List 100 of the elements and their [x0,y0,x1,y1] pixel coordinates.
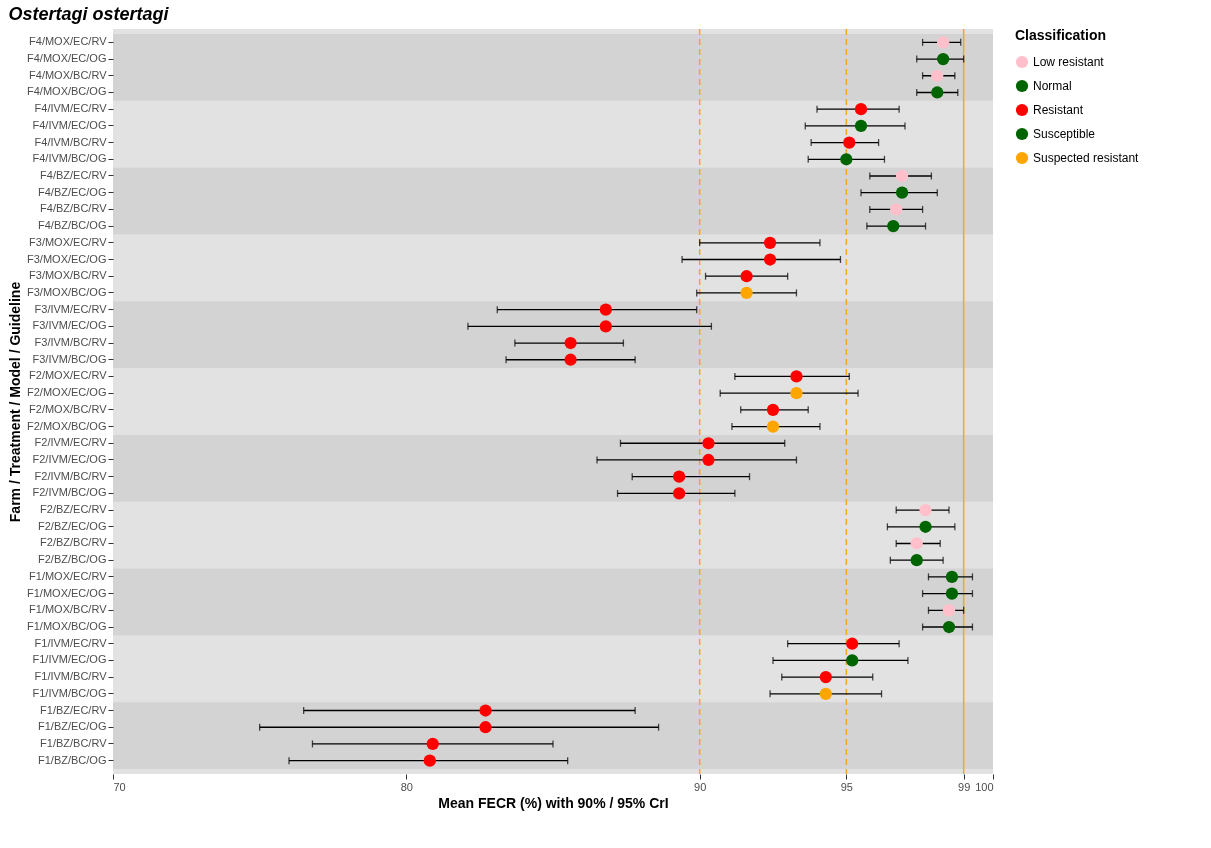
y-tick-label: F3/IVM/BC/RV [34,336,108,349]
point [763,236,777,249]
point [895,186,909,199]
y-tick-label: F1/BZ/EC/OG [38,720,107,733]
x-tick-label: 80 [400,780,413,793]
y-tick-label: F4/IVM/EC/RV [34,102,108,115]
point [740,286,753,300]
y-tick-label: F1/MOX/EC/OG [27,586,107,599]
legend-label: Resistant [1033,103,1084,117]
point [937,36,950,49]
y-tick-label: F2/MOX/BC/OG [27,419,107,432]
point [846,654,859,667]
y-tick-label: F3/MOX/BC/RV [29,269,108,282]
point [910,554,923,567]
point [790,370,803,383]
y-tick-label: F2/IVM/BC/RV [34,469,108,482]
y-tick-label: F4/BZ/BC/OG [38,219,107,232]
point [846,637,859,650]
point [945,587,959,600]
y-tick-label: F4/MOX/BC/OG [27,85,107,98]
y-tick-label: F3/MOX/BC/OG [27,285,107,298]
y-tick-label: F4/MOX/EC/OG [27,52,107,65]
y-tick-label: F1/BZ/BC/OG [38,753,107,766]
legend-title: Classification [1015,27,1107,43]
y-tick-label: F1/IVM/EC/OG [32,653,107,666]
point [895,169,909,183]
x-tick-label: 90 [694,780,707,793]
y-tick-label: F4/IVM/BC/OG [32,152,107,165]
point [910,537,923,550]
y-tick-label: F4/BZ/EC/RV [40,169,108,181]
y-tick-label: F1/MOX/EC/RV [29,569,108,582]
y-tick-label: F1/BZ/BC/RV [40,736,108,749]
y-tick-label: F1/MOX/BC/OG [27,620,107,632]
point [890,203,903,216]
point [479,704,492,717]
point [763,253,777,266]
y-tick-label: F4/BZ/EC/OG [38,185,107,198]
y-tick-label: F3/MOX/EC/OG [27,252,107,265]
y-tick-label: F2/MOX/EC/OG [27,386,107,399]
y-tick-label: F1/BZ/EC/RV [40,703,108,716]
y-tick-label: F2/IVM/EC/RV [34,436,108,449]
y-tick-label: F2/BZ/EC/OG [38,519,107,532]
y-tick-label: F1/IVM/EC/RV [34,636,108,649]
y-tick-label: F1/IVM/BC/OG [32,686,107,699]
point [599,320,612,333]
y-tick-label: F2/MOX/BC/RV [29,402,108,415]
point [790,387,803,400]
point [479,721,492,734]
legend-label: Susceptible [1033,127,1096,141]
point [702,453,715,467]
point [887,220,900,233]
point [945,570,959,583]
y-tick-label: F4/BZ/BC/RV [40,202,108,215]
point [564,353,577,366]
legend-label: Normal [1033,79,1072,93]
y-tick-label: F2/BZ/BC/OG [38,553,107,566]
x-tick-label: 100 [975,780,994,793]
point [919,503,932,517]
y-tick-label: F4/IVM/BC/RV [34,135,108,148]
legend-label: Low resistant [1033,55,1105,69]
point [840,153,853,166]
x-tick-label: 99 [958,780,971,793]
chart-title: Ostertagi ostertagi [8,4,170,25]
point [423,754,436,767]
point [937,52,950,66]
point [843,136,856,149]
point [819,687,832,700]
x-axis-title: Mean FECR (%) with 90% / 95% CrI [438,794,669,811]
point [942,620,956,634]
y-tick-label: F2/BZ/EC/RV [40,503,108,516]
point [766,403,780,416]
point [931,69,944,82]
point [854,119,868,132]
y-tick-label: F2/BZ/BC/RV [40,536,108,549]
legend-label: Suspected resistant [1033,151,1140,165]
x-tick-label: 95 [840,780,853,793]
y-tick-label: F2/MOX/EC/RV [29,369,108,382]
y-tick-label: F1/MOX/BC/RV [29,603,108,616]
point [740,270,753,283]
point [673,470,686,483]
x-tick-label: 70 [113,780,126,793]
y-tick-label: F3/IVM/EC/RV [34,302,108,315]
y-tick-label: F4/MOX/BC/RV [29,68,108,81]
y-tick-label: F4/MOX/EC/RV [29,35,108,48]
point [564,336,577,350]
point [702,437,715,450]
point [819,671,832,684]
point [426,737,439,751]
point [854,103,868,116]
y-tick-label: F2/IVM/EC/OG [32,452,107,465]
y-axis-title: Farm / Treatment / Model / Guideline [7,281,24,523]
y-tick-label: F1/IVM/BC/RV [34,670,108,683]
point [766,420,780,433]
y-tick-label: F4/IVM/EC/OG [32,118,107,131]
y-tick-label: F3/IVM/EC/OG [32,319,107,332]
point [942,604,956,617]
point [931,86,944,99]
y-tick-label: F2/IVM/BC/OG [32,486,107,499]
y-tick-label: F3/MOX/EC/RV [29,235,108,248]
point [919,520,932,533]
